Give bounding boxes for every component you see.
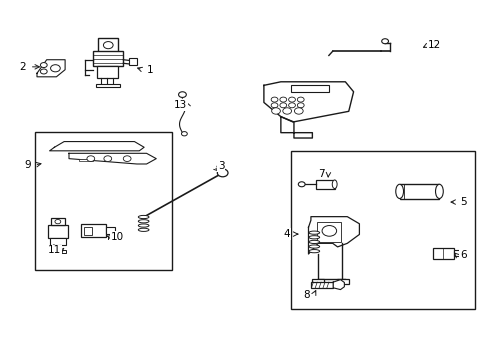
Text: 8: 8 bbox=[303, 289, 309, 300]
Text: 5: 5 bbox=[459, 197, 466, 207]
Text: 7: 7 bbox=[317, 168, 324, 179]
Bar bbox=[93, 51, 123, 66]
Bar bbox=[81, 225, 105, 237]
Circle shape bbox=[288, 103, 295, 108]
Polygon shape bbox=[37, 60, 65, 77]
Polygon shape bbox=[308, 217, 359, 254]
Circle shape bbox=[103, 42, 113, 49]
Circle shape bbox=[298, 182, 305, 187]
Text: 9: 9 bbox=[24, 160, 31, 170]
Bar bbox=[290, 151, 474, 309]
Circle shape bbox=[288, 97, 295, 102]
Bar bbox=[290, 85, 329, 93]
Ellipse shape bbox=[308, 231, 319, 234]
Text: 12: 12 bbox=[427, 40, 440, 50]
Bar bbox=[50, 238, 65, 245]
Text: 10: 10 bbox=[111, 232, 124, 242]
Circle shape bbox=[181, 132, 187, 136]
Circle shape bbox=[297, 97, 304, 102]
Bar bbox=[105, 227, 114, 234]
Circle shape bbox=[271, 97, 277, 102]
Bar bbox=[311, 282, 332, 288]
Bar bbox=[317, 222, 341, 242]
Circle shape bbox=[282, 108, 291, 114]
Text: 6: 6 bbox=[459, 250, 466, 260]
Circle shape bbox=[297, 103, 304, 108]
Circle shape bbox=[178, 92, 186, 98]
Bar bbox=[96, 84, 120, 87]
Bar bbox=[35, 132, 171, 270]
Bar bbox=[312, 279, 324, 284]
Circle shape bbox=[55, 220, 61, 224]
Polygon shape bbox=[264, 82, 353, 122]
Ellipse shape bbox=[308, 236, 319, 239]
Bar bbox=[453, 251, 459, 256]
Bar bbox=[79, 159, 93, 162]
Bar bbox=[399, 184, 439, 198]
Ellipse shape bbox=[138, 224, 149, 227]
Ellipse shape bbox=[308, 240, 319, 243]
Ellipse shape bbox=[308, 249, 319, 253]
Circle shape bbox=[279, 103, 286, 108]
Circle shape bbox=[271, 108, 280, 114]
Ellipse shape bbox=[331, 180, 336, 189]
Polygon shape bbox=[49, 141, 144, 151]
Bar bbox=[48, 225, 67, 238]
Text: 2: 2 bbox=[19, 62, 26, 72]
Polygon shape bbox=[69, 153, 156, 164]
Bar bbox=[432, 248, 453, 259]
Bar bbox=[97, 66, 118, 78]
Circle shape bbox=[123, 156, 131, 162]
Bar bbox=[336, 279, 348, 284]
Ellipse shape bbox=[308, 245, 319, 248]
Circle shape bbox=[103, 156, 111, 162]
Bar bbox=[316, 180, 334, 189]
Circle shape bbox=[279, 97, 286, 102]
Bar bbox=[50, 219, 65, 225]
Ellipse shape bbox=[395, 184, 403, 198]
Circle shape bbox=[87, 156, 95, 162]
Circle shape bbox=[322, 226, 336, 236]
Circle shape bbox=[217, 169, 227, 177]
Ellipse shape bbox=[138, 215, 149, 219]
Bar bbox=[98, 39, 118, 52]
Text: 11: 11 bbox=[48, 246, 61, 256]
Polygon shape bbox=[332, 280, 344, 289]
Ellipse shape bbox=[138, 220, 149, 223]
Circle shape bbox=[50, 65, 60, 72]
Circle shape bbox=[381, 39, 387, 44]
Ellipse shape bbox=[435, 184, 443, 198]
Ellipse shape bbox=[138, 228, 149, 231]
Bar bbox=[83, 227, 92, 235]
Text: 13: 13 bbox=[174, 100, 187, 110]
Polygon shape bbox=[280, 117, 312, 138]
Bar bbox=[128, 58, 137, 66]
Text: 1: 1 bbox=[146, 65, 153, 75]
Text: 4: 4 bbox=[283, 229, 290, 239]
Text: 3: 3 bbox=[218, 162, 224, 171]
Circle shape bbox=[41, 63, 47, 68]
Circle shape bbox=[271, 103, 277, 108]
Circle shape bbox=[294, 108, 303, 114]
Bar bbox=[49, 250, 66, 253]
Circle shape bbox=[41, 69, 47, 74]
